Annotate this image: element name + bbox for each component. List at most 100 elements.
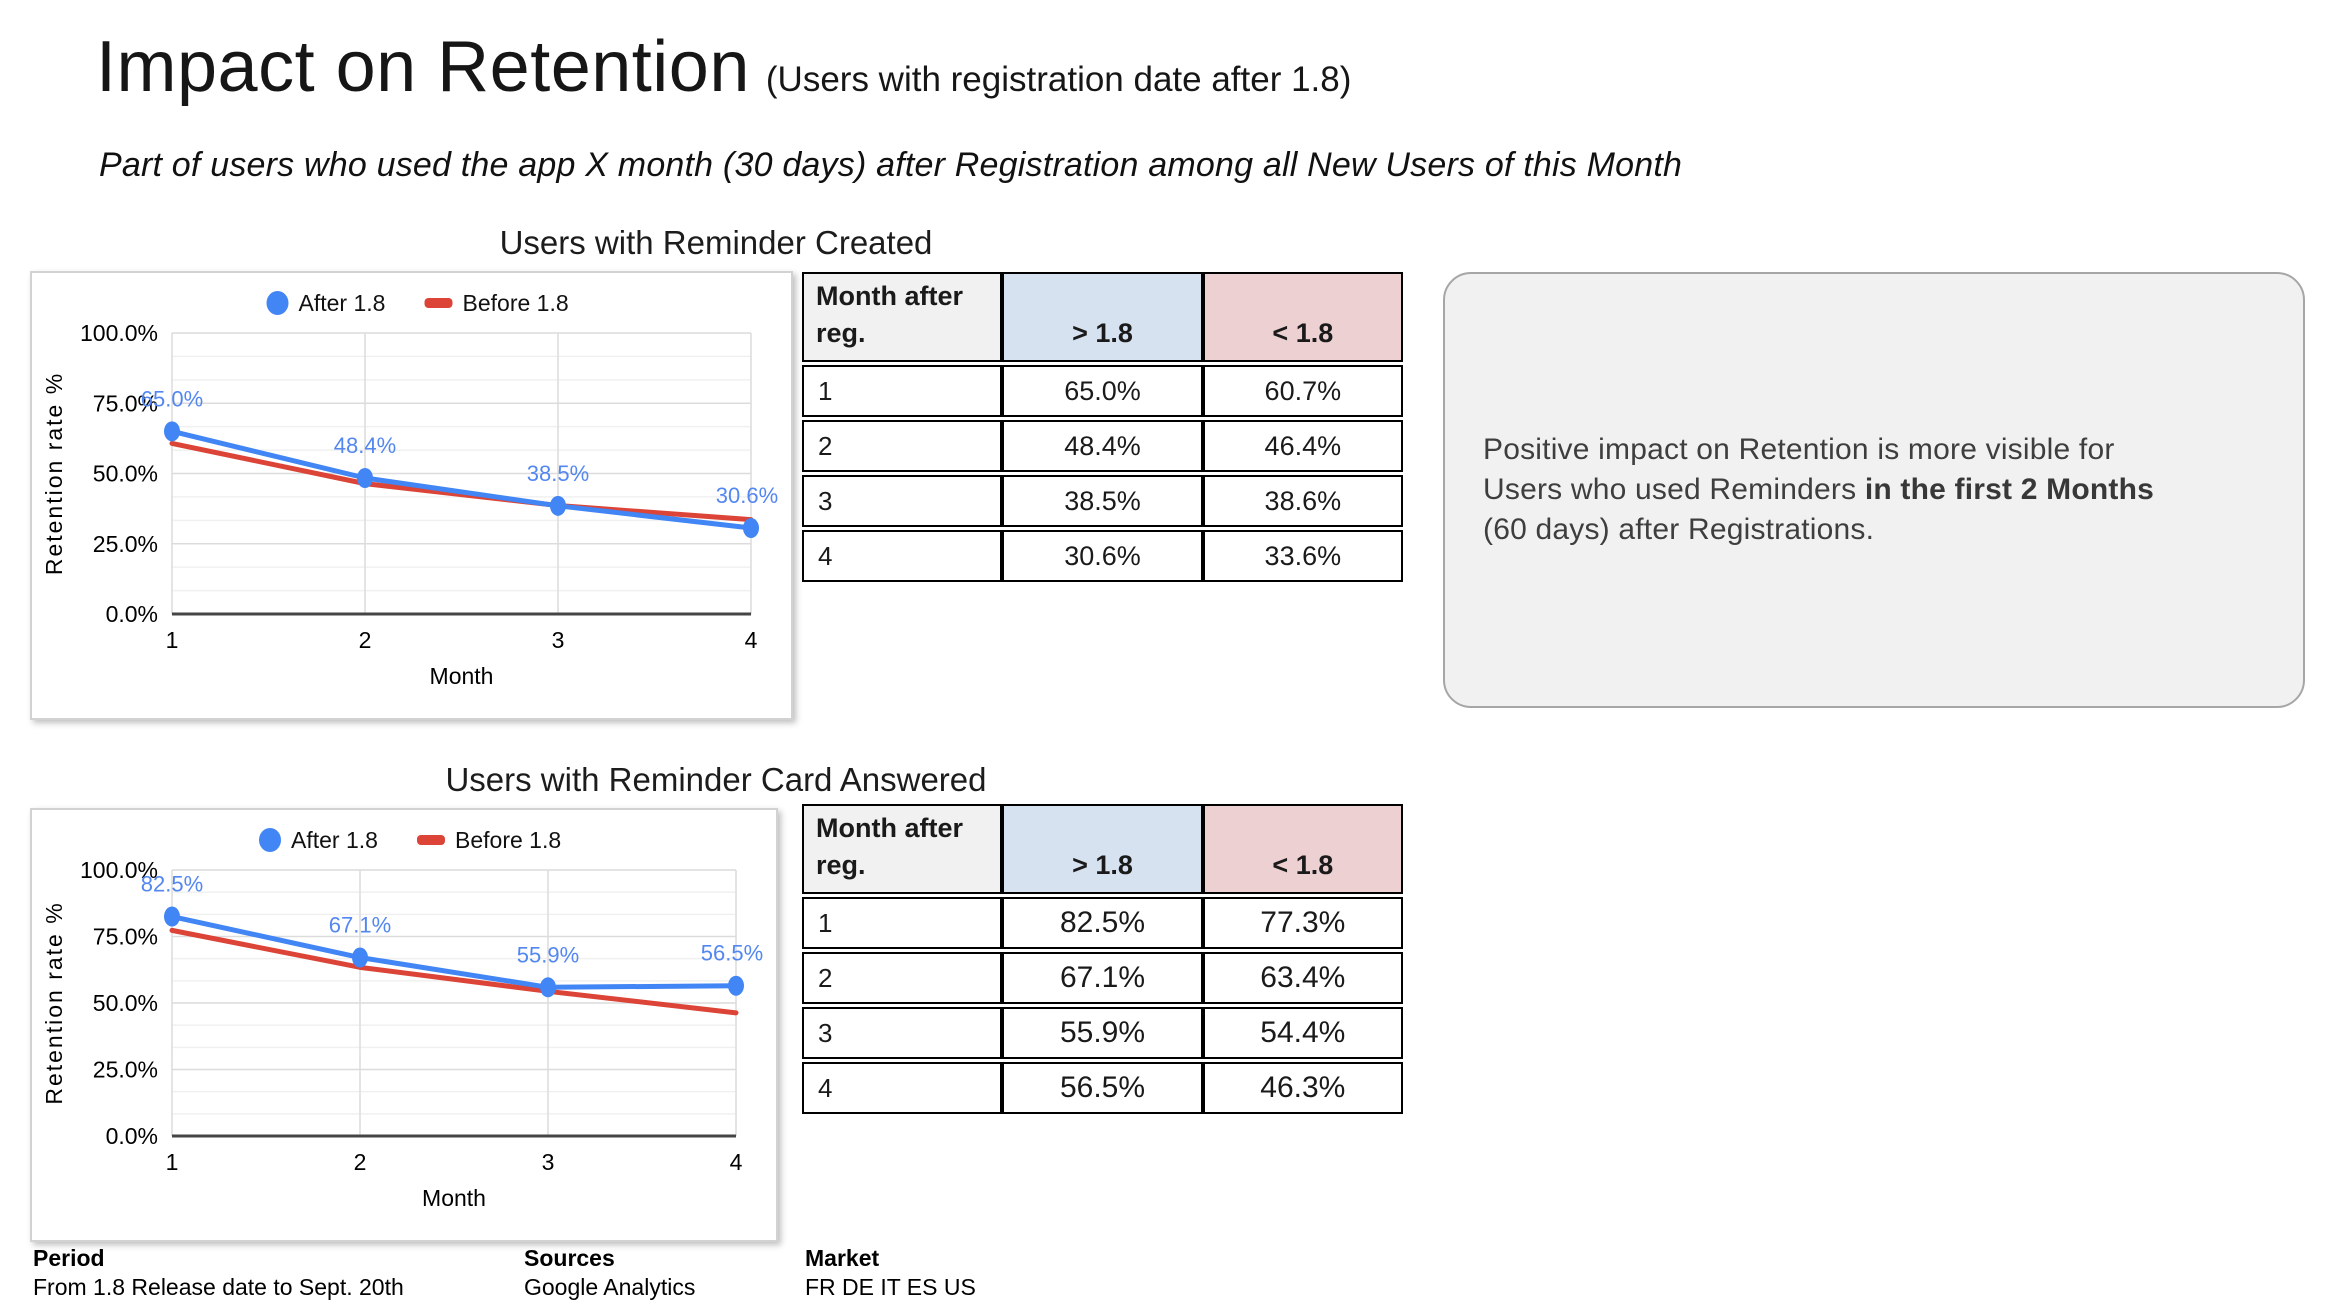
retention-chart-reminder-created: 0.0% 25.0% 50.0% 75.0% 100.0% 1 2 3 4 Month Retent… (30, 271, 793, 720)
data-point-label: 38.5% (527, 461, 589, 486)
table-cell: 3 (802, 475, 1003, 527)
series-line (169, 927, 739, 1016)
legend-marker-before (417, 835, 445, 845)
data-point-label: 67.1% (329, 913, 391, 938)
footer-sources-value: Google Analytics (524, 1274, 696, 1300)
footer-sources-label: Sources (524, 1245, 615, 1271)
y-tick-label: 75.0% (93, 390, 158, 416)
y-tick-label: 50.0% (93, 461, 158, 487)
footer-market-label: Market (805, 1245, 880, 1271)
retention-table-card-answered: Month after reg. > 1.8 < 1.8 1 82.5% 77.3% 2 67… (802, 801, 1403, 1117)
footer-market-value: FR DE IT ES US (805, 1274, 976, 1300)
y-tick-label: 50.0% (93, 990, 158, 1016)
y-tick-label: 0.0% (106, 1123, 158, 1149)
y-tick-label: 100.0% (80, 320, 158, 346)
data-point-label: 30.6% (716, 483, 778, 508)
table-cell: 60.7% (1202, 365, 1403, 417)
footer-period: Period From 1.8 Release date to Sept. 20… (33, 1244, 404, 1302)
callout-line-2: Users who used Reminders in the first 2 … (1483, 473, 2155, 506)
table-row: 1 82.5% 77.3% (802, 897, 1403, 949)
legend-marker-after (266, 291, 289, 315)
footer-period-label: Period (33, 1245, 105, 1271)
data-point (164, 906, 180, 927)
table-header-cell: Month after reg. (802, 272, 1003, 362)
x-tick-label: 4 (730, 1149, 743, 1175)
table-cell: 30.6% (1002, 530, 1203, 582)
table-header-cell: > 1.8 (1002, 272, 1203, 362)
legend-label-after: After 1.8 (291, 827, 378, 853)
table-row: 3 38.5% 38.6% (802, 475, 1403, 527)
x-axis-title: Month (430, 663, 494, 689)
series-line (169, 440, 754, 523)
table-cell: 46.3% (1202, 1062, 1403, 1114)
table-cell: 65.0% (1002, 365, 1203, 417)
data-point (743, 518, 759, 539)
table-cell: 33.6% (1202, 530, 1403, 582)
table-cell: 3 (802, 1007, 1003, 1059)
data-point (728, 975, 744, 996)
y-tick-label: 75.0% (93, 924, 158, 950)
legend-label-after: After 1.8 (299, 290, 386, 316)
footer-market: Market FR DE IT ES US (805, 1244, 976, 1302)
table-header-row: Month after reg. > 1.8 < 1.8 (802, 272, 1403, 362)
table-cell: 77.3% (1202, 897, 1403, 949)
data-point-label: 65.0% (141, 386, 203, 411)
x-tick-label: 3 (542, 1149, 555, 1175)
x-tick-label: 1 (166, 1149, 179, 1175)
table-row: 2 48.4% 46.4% (802, 420, 1403, 472)
table-cell: 2 (802, 420, 1003, 472)
table-cell: 56.5% (1002, 1062, 1203, 1114)
callout-line-1: Positive impact on Retention is more vis… (1483, 433, 2115, 466)
page-title-suffix: (Users with registration date after 1.8) (765, 60, 1352, 99)
y-tick-label: 100.0% (80, 857, 158, 883)
section-title-card-answered: Users with Reminder Card Answered (445, 761, 987, 798)
callout-line-3: (60 days) after Registrations. (1483, 513, 1875, 546)
y-tick-label: 0.0% (106, 601, 158, 627)
table-cell: 2 (802, 952, 1003, 1004)
retention-table-reminder-created: Month after reg. > 1.8 < 1.8 1 65.0% 60.7% 2 48… (802, 269, 1403, 585)
table-cell: 55.9% (1002, 1007, 1203, 1059)
data-point (352, 947, 368, 968)
y-axis-title: Retention rate % (41, 372, 67, 575)
page-subtitle: Part of users who used the app X month (… (99, 146, 1683, 184)
table-cell: 63.4% (1202, 952, 1403, 1004)
table-header-cell: < 1.8 (1202, 804, 1403, 894)
x-tick-label: 2 (359, 627, 372, 653)
table-cell: 48.4% (1002, 420, 1203, 472)
table-cell: 1 (802, 365, 1003, 417)
table-header-cell: > 1.8 (1002, 804, 1203, 894)
table-header-row: Month after reg. > 1.8 < 1.8 (802, 804, 1403, 894)
x-tick-label: 2 (354, 1149, 367, 1175)
data-point (540, 977, 556, 998)
retention-chart-card-answered: 0.0% 25.0% 50.0% 75.0% 100.0% 1 2 3 4 Month Retent… (30, 808, 778, 1242)
insight-callout: Positive impact on Retention is more vis… (1443, 272, 2305, 708)
table-row: 4 30.6% 33.6% (802, 530, 1403, 582)
footer-sources: Sources Google Analytics (524, 1244, 695, 1302)
table-cell: 46.4% (1202, 420, 1403, 472)
chart-canvas: 0.0% 25.0% 50.0% 75.0% 100.0% 1 2 3 4 Month Retent… (41, 827, 763, 1211)
y-tick-label: 25.0% (93, 531, 158, 557)
page-title: Impact on Retention (96, 27, 750, 107)
x-tick-label: 1 (166, 627, 179, 653)
data-point-label: 55.9% (517, 942, 579, 967)
table-cell: 82.5% (1002, 897, 1203, 949)
data-point (164, 421, 180, 442)
callout-bold-phrase: in the first 2 Months (1864, 473, 2155, 506)
table-cell: 38.6% (1202, 475, 1403, 527)
table-cell: 54.4% (1202, 1007, 1403, 1059)
table-header-cell: Month after reg. (802, 804, 1003, 894)
x-tick-label: 4 (745, 627, 758, 653)
x-axis-title: Month (422, 1185, 486, 1211)
table-row: 2 67.1% 63.4% (802, 952, 1403, 1004)
table-cell: 67.1% (1002, 952, 1203, 1004)
table-row: 3 55.9% 54.4% (802, 1007, 1403, 1059)
y-tick-label: 25.0% (93, 1057, 158, 1083)
footer-period-value: From 1.8 Release date to Sept. 20th (33, 1274, 404, 1300)
table-cell: 4 (802, 530, 1003, 582)
header: Impact on Retention (Users with registra… (96, 26, 1351, 108)
table-header-cell: < 1.8 (1202, 272, 1403, 362)
data-point (357, 467, 373, 488)
legend-label-before: Before 1.8 (463, 290, 569, 316)
legend-marker-before (424, 298, 453, 308)
